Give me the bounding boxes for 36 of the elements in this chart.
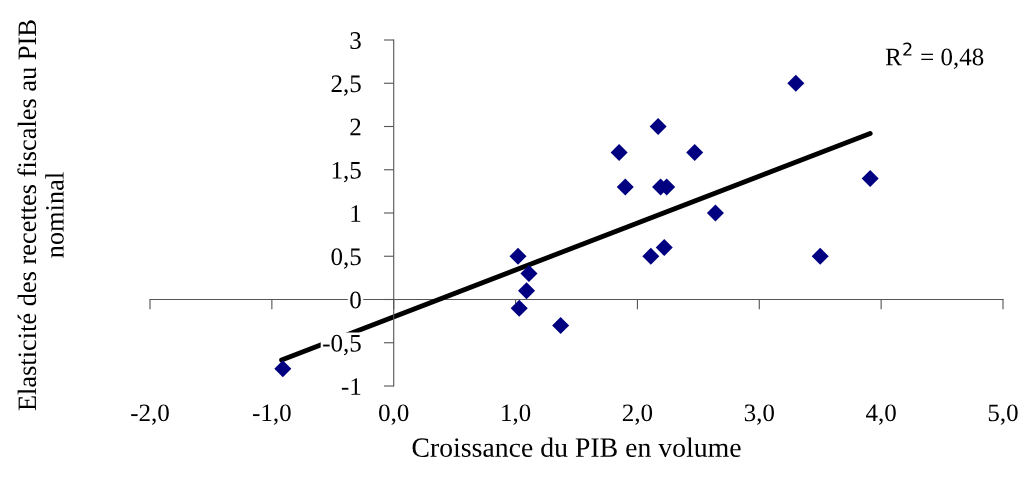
y-tick-label: -0,5 [323, 334, 361, 356]
annotation: R$^{2}$ = 0,48 [885, 42, 984, 69]
x-tick-label: 2,0 [622, 404, 653, 425]
x-tick-label: 5,0 [988, 404, 1018, 425]
y-tick-label: 0,5 [331, 248, 361, 269]
y-tick-label: 2 [350, 118, 361, 136]
x-tick-label: -1,0 [253, 404, 291, 425]
point [274, 360, 292, 378]
point [520, 265, 538, 283]
x-tick-label: 0,0 [379, 404, 409, 425]
x-tick-label: 3,0 [744, 404, 774, 425]
point [552, 316, 570, 334]
point [616, 178, 634, 196]
point [642, 247, 660, 265]
y-tick-label: -1 [341, 378, 361, 395]
x-axis-title: Croissance du PIB en volume [412, 437, 741, 457]
y-tick-label: 1,5 [332, 161, 361, 183]
point [649, 117, 667, 136]
x-tick-label: 4,0 [866, 404, 896, 425]
point [655, 239, 673, 257]
x-tick-label: -2,0 [131, 404, 169, 425]
point [509, 247, 527, 265]
x-tick-label: 1,0 [502, 404, 531, 425]
point [510, 299, 528, 317]
point [861, 169, 879, 187]
y-axis-title: Elasticité des recettes fiscales au PIB nominal [17, 20, 64, 411]
point [610, 143, 628, 161]
y-tick-label: 3 [350, 32, 361, 49]
point [787, 74, 805, 92]
y-tick-label: 2,5 [331, 75, 361, 96]
y-tick-label: 0 [350, 291, 361, 309]
y-tick-label: 1 [351, 205, 361, 222]
point [811, 247, 829, 265]
point [706, 204, 724, 222]
point [518, 282, 536, 300]
point [686, 143, 704, 161]
